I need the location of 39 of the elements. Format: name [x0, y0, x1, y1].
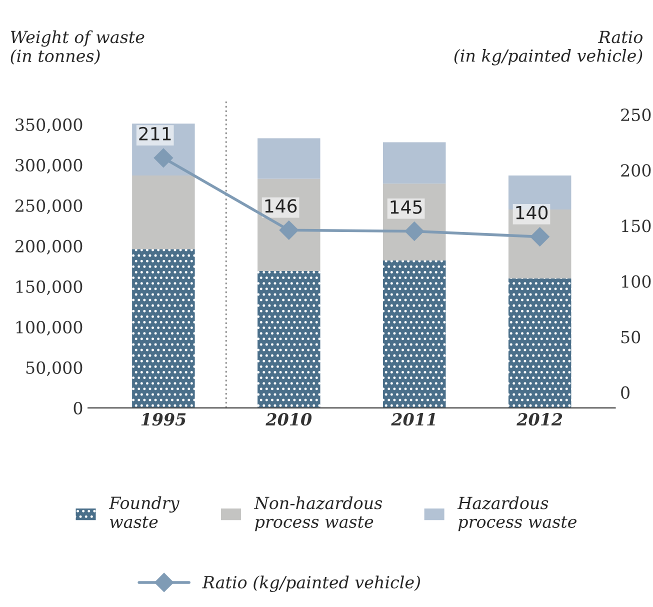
bar [383, 184, 446, 261]
y-tick-label: 50,000 [26, 361, 82, 376]
y-tick-label: 100,000 [16, 320, 82, 336]
y2-tick-label: 50 [621, 330, 640, 344]
data-label: 146 [265, 199, 297, 213]
data-label: 211 [139, 126, 171, 140]
y2-tick-label: 100 [622, 275, 651, 288]
y2-tick-label: 0 [621, 386, 630, 399]
y-axis-title: Weight of waste (in tonnes) [10, 30, 144, 65]
legend-label: Ratio (kg/painted vehicle) [202, 576, 420, 592]
y2-tick-label: 150 [622, 220, 651, 232]
legend-label: Hazardous process waste [457, 496, 576, 532]
y-tick-label: 250,000 [16, 199, 82, 214]
y2-axis-title: Ratio (in kg/painted vehicle) [454, 30, 642, 66]
x-tick-label: 2012 [516, 413, 562, 426]
bar [258, 178, 320, 272]
bar [258, 271, 320, 408]
bar [383, 142, 446, 184]
y-tick-label: 0 [74, 402, 82, 414]
bar [508, 278, 572, 408]
y-tick-label: 200,000 [16, 240, 82, 255]
y2-tick-label: 250 [621, 108, 651, 122]
y2-tick-label: 200 [621, 164, 651, 177]
y-tick-label: 150,000 [16, 280, 82, 296]
x-tick-label: 2010 [266, 413, 312, 426]
x-tick-label: 2011 [391, 413, 435, 426]
y-tick-label: 350,000 [16, 118, 82, 134]
point [279, 220, 298, 240]
bar [132, 249, 195, 408]
legend-label: Non-hazardous process waste [254, 496, 382, 532]
y-tick-label: 300,000 [16, 158, 82, 174]
bar [132, 124, 195, 176]
x-tick-label: 1995 [141, 413, 186, 426]
legend-label: Foundry waste [108, 496, 180, 528]
data-label: 145 [390, 200, 422, 214]
bar [383, 260, 446, 408]
data-label: 140 [516, 206, 548, 220]
bar [258, 138, 320, 179]
bar [132, 175, 195, 250]
